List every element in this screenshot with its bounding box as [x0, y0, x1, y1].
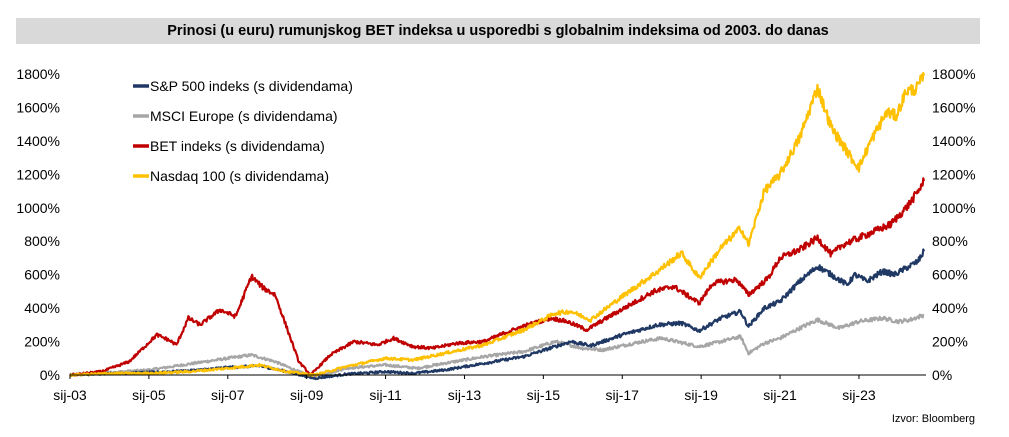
chart-title-bar: Prinosi (u euru) rumunjskog BET indeksa … [16, 18, 980, 44]
y-tick-label-right: 0% [932, 367, 952, 383]
x-tick-label: sij-05 [132, 387, 166, 403]
x-tick-label: sij-11 [369, 387, 402, 403]
series-line-0 [69, 248, 926, 381]
y-tick-label-right: 1800% [932, 66, 976, 82]
y-tick-label-left: 1000% [16, 200, 60, 216]
y-tick-label-right: 400% [932, 300, 968, 316]
y-tick-label-right: 800% [932, 233, 968, 249]
axes-group: 0% 0% 200% 200% 400% 400% 600% 600% 800% 800% 1000… [16, 66, 975, 403]
y-tick-label-left: 1600% [16, 99, 60, 115]
x-tick-label: sij-09 [290, 387, 324, 403]
y-tick-label-left: 600% [24, 267, 60, 283]
series-group [69, 71, 926, 381]
y-tick-label-left: 1400% [16, 133, 60, 149]
series-line-2 [69, 177, 926, 377]
y-tick-label-left: 0% [40, 367, 60, 383]
y-tick-label-left: 400% [24, 300, 60, 316]
x-tick-label: sij-23 [842, 387, 876, 403]
series-line-1 [69, 313, 925, 379]
y-tick-label-right: 1400% [932, 133, 976, 149]
legend-label-2: BET indeks (s dividendama) [150, 138, 325, 154]
y-tick-label-left: 1800% [16, 66, 60, 82]
x-tick-label: sij-15 [527, 387, 561, 403]
y-tick-label-right: 200% [932, 334, 968, 350]
legend-label-1: MSCI Europe (s dividendama) [150, 108, 338, 124]
source-note: Izvor: Bloomberg [891, 413, 975, 425]
chart-title: Prinosi (u euru) rumunjskog BET indeksa … [167, 23, 829, 39]
y-tick-label-right: 1000% [932, 200, 976, 216]
y-tick-label-right: 1200% [932, 166, 976, 182]
x-tick-label: sij-21 [763, 387, 797, 403]
y-tick-label-right: 1600% [932, 99, 976, 115]
legend-label-0: S&P 500 indeks (s dividendama) [150, 78, 353, 94]
x-tick-label: sij-13 [448, 387, 482, 403]
legend-label-3: Nasdaq 100 (s dividendama) [150, 168, 329, 184]
y-tick-label-left: 1200% [16, 166, 60, 182]
y-tick-label-left: 200% [24, 334, 60, 350]
legend: S&P 500 indeks (s dividendama) MSCI Europ… [133, 78, 353, 184]
x-tick-label: sij-17 [606, 387, 640, 403]
x-tick-label: sij-03 [53, 387, 87, 403]
y-tick-label-left: 800% [24, 233, 60, 249]
x-tick-label: sij-19 [684, 387, 718, 403]
x-tick-label: sij-07 [211, 387, 245, 403]
y-tick-label-right: 600% [932, 267, 968, 283]
series-line-3 [69, 71, 926, 377]
